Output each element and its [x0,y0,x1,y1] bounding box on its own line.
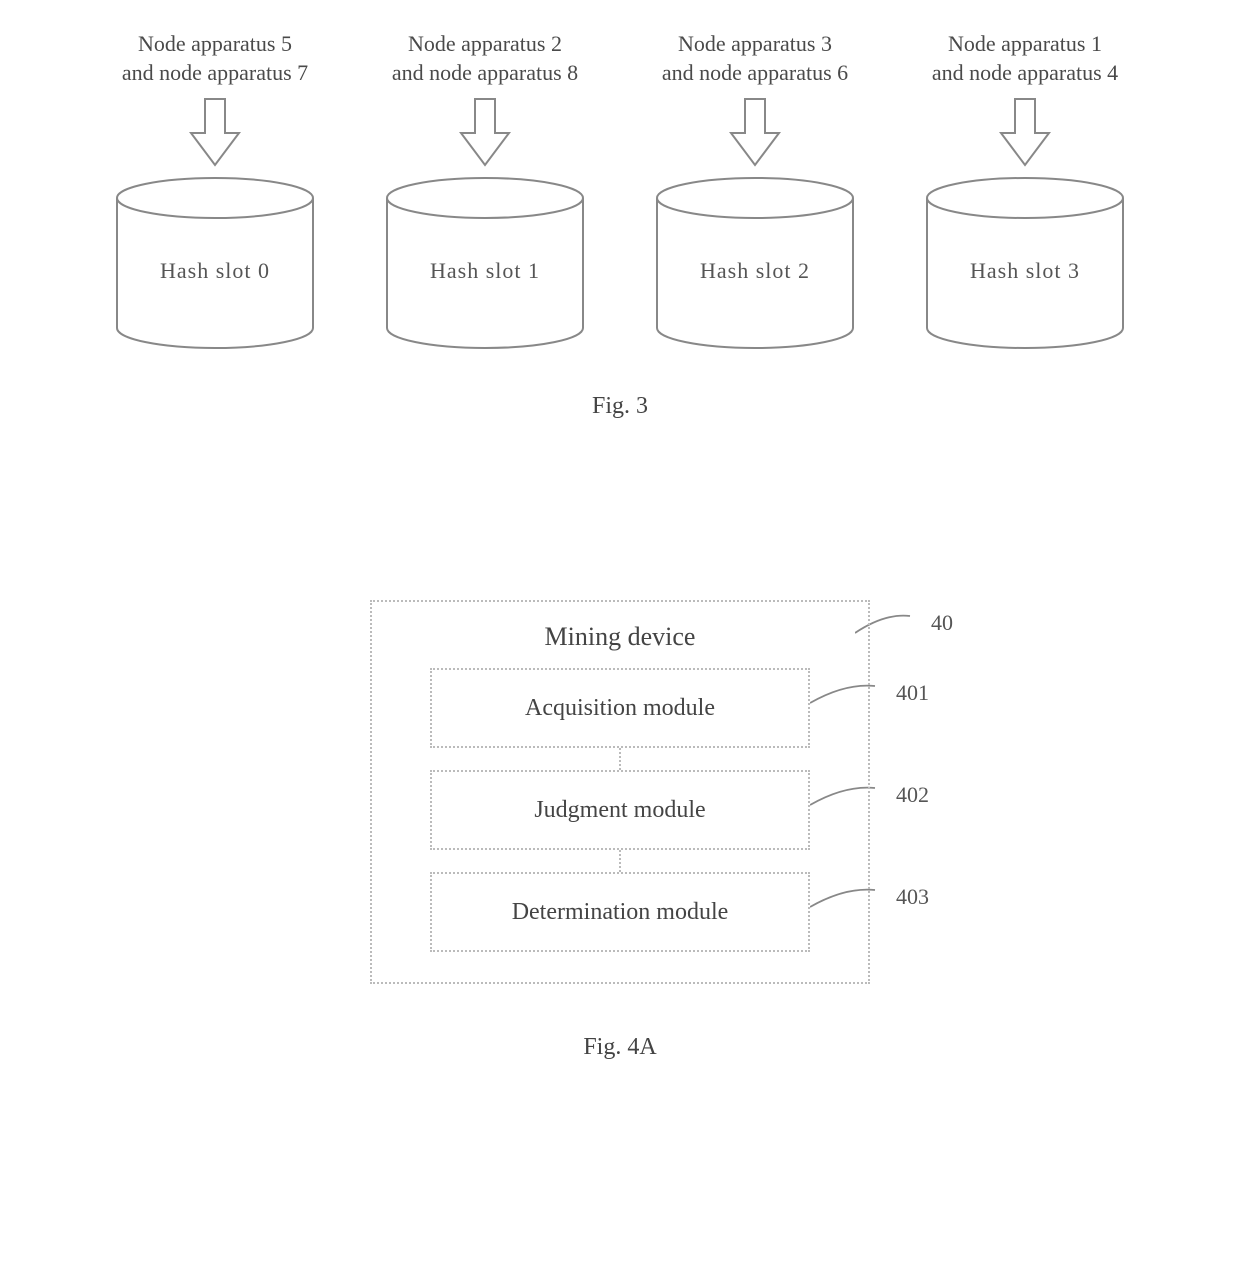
figure-4a: 40 401 402 403 Mining device Acquisition… [280,600,960,1061]
fig3-col-3: Node apparatus 1 and node apparatus 4 Ha… [910,30,1140,353]
mining-device-box: Mining device Acquisition module Judgmen… [370,600,870,984]
node-label: Node apparatus 1 and node apparatus 4 [932,30,1118,87]
ref-label: 40 [931,610,953,636]
cylinder-label: Hash slot 1 [430,258,540,283]
module-label: Acquisition module [525,695,715,722]
module-connector [619,748,621,770]
module-label: Determination module [512,899,729,926]
cylinder-icon: Hash slot 1 [380,173,590,353]
module-determination: Determination module [430,872,810,952]
fig3-caption: Fig. 3 [100,393,1140,420]
module-label: Judgment module [534,797,705,824]
cylinder-icon: Hash slot 3 [920,173,1130,353]
module-connector [619,850,621,872]
node-label: Node apparatus 2 and node apparatus 8 [392,30,578,87]
node-label-line1: Node apparatus 2 [408,31,562,56]
arrow-down-icon [175,93,255,173]
fig3-col-0: Node apparatus 5 and node apparatus 7 Ha… [100,30,330,353]
node-label: Node apparatus 5 and node apparatus 7 [122,30,308,87]
cylinder-icon: Hash slot 2 [650,173,860,353]
node-label-line1: Node apparatus 5 [138,31,292,56]
ref-label: 401 [896,680,929,706]
mining-device-title: Mining device [412,622,828,652]
ref-label: 403 [896,884,929,910]
cylinder-label: Hash slot 3 [970,258,1080,283]
cylinder-label: Hash slot 0 [160,258,270,283]
module-judgment: Judgment module [430,770,810,850]
cylinder-icon: Hash slot 0 [110,173,320,353]
arrow-down-icon [445,93,525,173]
cylinder-label: Hash slot 2 [700,258,810,283]
arrow-down-icon [985,93,1065,173]
node-label-line2: and node apparatus 7 [122,60,308,85]
node-label-line2: and node apparatus 6 [662,60,848,85]
fig4a-caption: Fig. 4A [280,1034,960,1061]
fig3-col-1: Node apparatus 2 and node apparatus 8 Ha… [370,30,600,353]
ref-label: 402 [896,782,929,808]
fig3-columns: Node apparatus 5 and node apparatus 7 Ha… [100,30,1140,353]
arrow-down-icon [715,93,795,173]
node-label-line2: and node apparatus 8 [392,60,578,85]
node-label: Node apparatus 3 and node apparatus 6 [662,30,848,87]
node-label-line2: and node apparatus 4 [932,60,1118,85]
module-acquisition: Acquisition module [430,668,810,748]
figure-3: Node apparatus 5 and node apparatus 7 Ha… [100,30,1140,420]
node-label-line1: Node apparatus 3 [678,31,832,56]
fig3-col-2: Node apparatus 3 and node apparatus 6 Ha… [640,30,870,353]
node-label-line1: Node apparatus 1 [948,31,1102,56]
